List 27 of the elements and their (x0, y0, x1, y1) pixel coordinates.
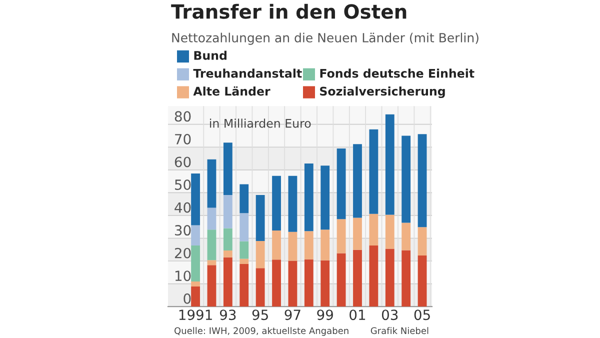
source-note: Quelle: IWH, 2009, aktuellste Angaben (174, 327, 348, 336)
x-tick-label: 03 (382, 310, 398, 320)
x-tick-label: 99 (317, 310, 333, 320)
chart-title: Transfer in den Osten (171, 4, 406, 19)
y-tick-label: 10 (175, 270, 191, 282)
chart-subtitle: Nettozahlungen an die Neuen Länder (mit Berlin) (172, 32, 478, 45)
text: Grafik Niebel (370, 327, 428, 334)
y-tick-label: 40 (174, 202, 191, 213)
x-tick-label: 05 (414, 310, 430, 320)
y-tick-label: 20 (174, 248, 191, 258)
legend-label: Treuhandanstalt (193, 68, 302, 78)
legend-label: Bund (194, 50, 226, 60)
legend-label: Sozialversicherung (320, 86, 445, 98)
y-tick-label: 0 (184, 293, 191, 304)
y-tick-label: 80 (174, 111, 191, 122)
x-tick-label: 95 (252, 310, 268, 320)
annotation: in Milliarden Euro (210, 118, 311, 128)
legend-label: Alte Länder (193, 86, 270, 96)
y-tick-label: 50 (175, 179, 191, 190)
x-tick-label: 93 (220, 310, 236, 320)
x-tick-label: 97 (284, 310, 300, 320)
x-tick-label: 01 (350, 310, 366, 320)
legend-label: Fonds deutsche Einheit (320, 68, 474, 78)
y-tick-label: 70 (175, 134, 191, 144)
y-tick-label: 30 (174, 225, 191, 236)
y-tick-label: 60 (174, 156, 191, 168)
x-tick-label: 1991 (179, 310, 212, 320)
